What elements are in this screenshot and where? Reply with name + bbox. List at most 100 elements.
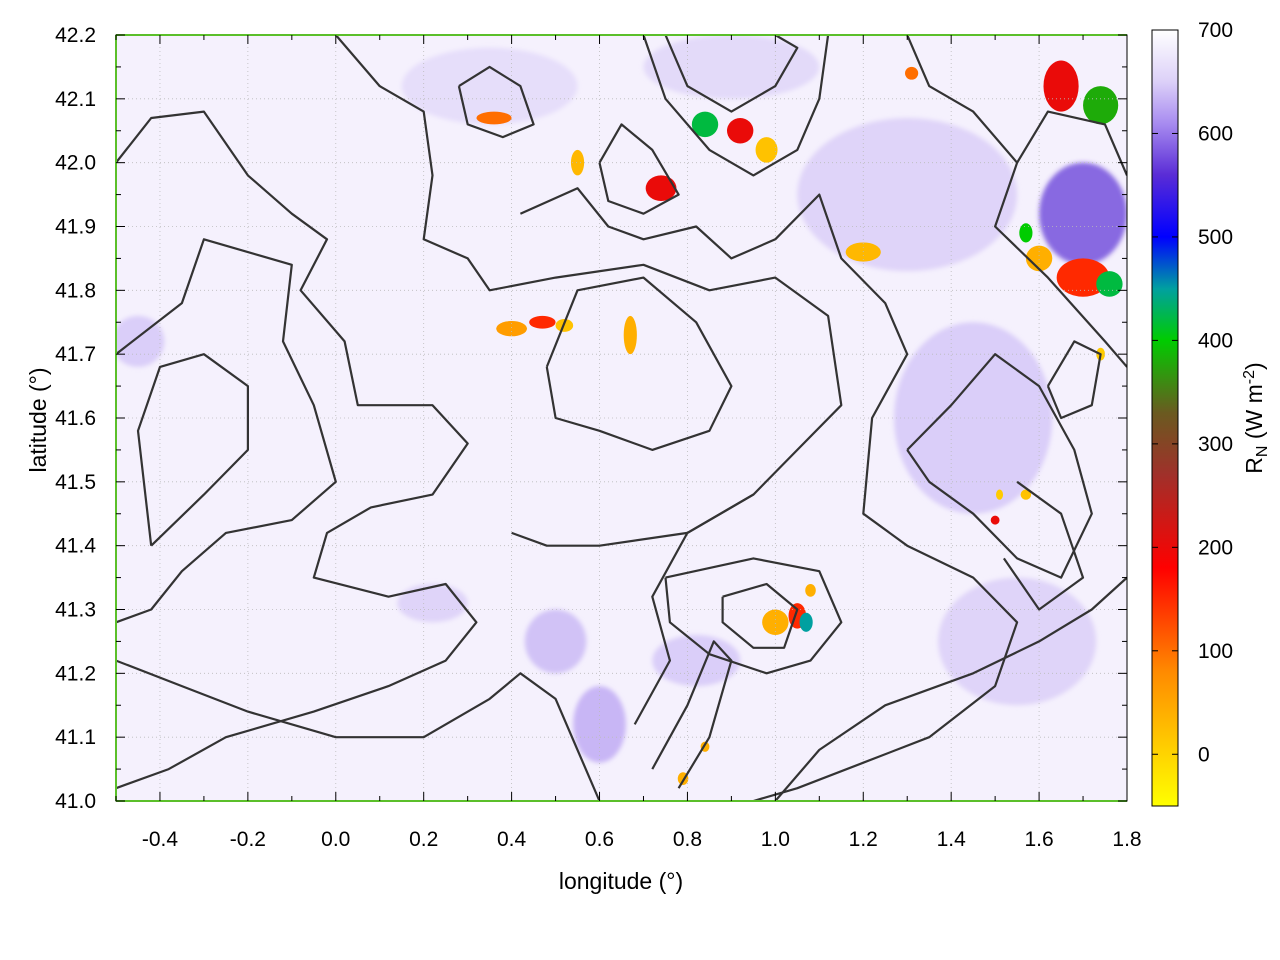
x-tick-label: 1.6 bbox=[1024, 828, 1053, 851]
heat-feature bbox=[1025, 245, 1053, 272]
colorbar-ticks: 0 100 200 300 400 500 600 700 bbox=[1152, 19, 1233, 766]
contour-line bbox=[116, 238, 337, 624]
heat-feature bbox=[691, 111, 719, 138]
x-tick-label: 0.6 bbox=[585, 828, 614, 851]
colorbar-tick-label: 0 bbox=[1198, 743, 1210, 766]
heat-feature bbox=[643, 35, 820, 99]
contour-line bbox=[664, 35, 799, 113]
x-tick-label: -0.2 bbox=[230, 828, 266, 851]
contour-line bbox=[651, 640, 733, 789]
contour-line bbox=[664, 557, 843, 675]
heat-feature bbox=[755, 137, 778, 163]
heat-feature bbox=[1083, 86, 1119, 125]
y-tick-label: 42.1 bbox=[55, 88, 96, 111]
y-tick-label: 41.6 bbox=[55, 407, 96, 430]
colorbar-label-unit-sup: -2 bbox=[1241, 370, 1258, 384]
colorbar-label: RN (W m-2) bbox=[1241, 362, 1271, 473]
y-tick-labels: 41.0 41.1 41.2 41.3 41.4 41.5 41.6 41.7 41.8 41.9… bbox=[55, 24, 96, 813]
heat-feature bbox=[1039, 162, 1127, 265]
y-tick-label: 41.0 bbox=[55, 790, 96, 813]
contour-line bbox=[116, 110, 478, 790]
heat-feature bbox=[645, 175, 677, 201]
contour-line bbox=[1046, 340, 1102, 420]
heat-feature bbox=[905, 66, 919, 80]
heat-feature bbox=[524, 609, 587, 674]
y-tick-label: 41.7 bbox=[55, 343, 96, 366]
x-tick-label: 1.8 bbox=[1112, 828, 1141, 851]
colorbar-tick-label: 400 bbox=[1198, 329, 1233, 352]
heat-feature bbox=[937, 577, 1097, 706]
heat-feature bbox=[401, 47, 578, 125]
heat-feature bbox=[397, 583, 468, 623]
contour-lines bbox=[116, 35, 1127, 801]
contour-line bbox=[906, 35, 1127, 368]
y-tick-label: 41.1 bbox=[55, 726, 96, 749]
colorbar-label-main: R bbox=[1241, 457, 1267, 474]
x-tick-label: 1.0 bbox=[761, 828, 790, 851]
heat-feature bbox=[894, 322, 1053, 514]
heat-feature bbox=[623, 315, 637, 355]
heat-feature bbox=[799, 612, 813, 632]
colorbar bbox=[1151, 29, 1179, 807]
contour-line bbox=[1016, 110, 1127, 176]
contour-line bbox=[519, 187, 1019, 801]
heat-feature bbox=[570, 149, 585, 176]
colorbar-tick-label: 200 bbox=[1198, 536, 1233, 559]
x-tick-labels: -0.4 -0.2 0.0 0.2 0.4 0.6 0.8 1.0 1.2 1.4 1.6 1.8 bbox=[142, 828, 1142, 851]
y-tick-label: 42.2 bbox=[55, 24, 96, 47]
heat-feature bbox=[496, 320, 527, 337]
contour-line bbox=[598, 123, 680, 215]
colorbar-tick-label: 300 bbox=[1198, 433, 1233, 456]
heat-feature bbox=[845, 242, 881, 262]
x-tick-label: -0.4 bbox=[142, 828, 179, 851]
heat-feature bbox=[573, 686, 626, 763]
y-tick-label: 42.0 bbox=[55, 152, 96, 175]
contour-line bbox=[642, 35, 830, 177]
colorbar-tick-label: 700 bbox=[1198, 19, 1233, 42]
y-tick-label: 41.3 bbox=[55, 599, 96, 622]
heat-feature bbox=[1020, 489, 1032, 500]
x-tick-label: 1.2 bbox=[849, 828, 878, 851]
x-axis-label: longitude (°) bbox=[559, 868, 683, 894]
heat-feature bbox=[1056, 258, 1110, 297]
heat-feature bbox=[529, 315, 556, 329]
contour-line bbox=[906, 353, 1093, 579]
colorbar-tick-label: 500 bbox=[1198, 226, 1233, 249]
contour-line bbox=[457, 65, 535, 139]
x-tick-label: 0.2 bbox=[409, 828, 438, 851]
heat-feature bbox=[1096, 271, 1123, 297]
colorbar-label-sub: N bbox=[1254, 446, 1271, 458]
heat-feature bbox=[805, 583, 816, 597]
x-tick-label: 0.0 bbox=[321, 828, 350, 851]
y-tick-label: 41.5 bbox=[55, 471, 96, 494]
y-axis-label: latitude (°) bbox=[25, 367, 51, 472]
colorbar-tick-label: 600 bbox=[1198, 122, 1233, 145]
heat-feature bbox=[990, 515, 1000, 525]
heat-feature bbox=[1019, 223, 1033, 243]
colorbar-label-unit-close: ) bbox=[1241, 362, 1267, 370]
y-tick-label: 41.4 bbox=[55, 535, 96, 558]
contour-line bbox=[136, 353, 249, 547]
heat-feature bbox=[797, 117, 1018, 272]
colorbar-label-unit: (W m bbox=[1241, 384, 1267, 445]
contour-line bbox=[1002, 480, 1085, 611]
contour-line bbox=[721, 582, 799, 649]
contour-line bbox=[774, 576, 1127, 801]
grid-lines bbox=[116, 35, 1127, 801]
heat-layer bbox=[116, 35, 1127, 801]
x-tick-label: 0.4 bbox=[497, 828, 527, 851]
heat-feature bbox=[726, 117, 754, 144]
y-tick-label: 41.2 bbox=[55, 662, 96, 685]
x-tick-label: 1.4 bbox=[937, 828, 967, 851]
y-tick-label: 41.8 bbox=[55, 279, 96, 302]
axis-ticks bbox=[115, 34, 1128, 802]
heat-feature bbox=[762, 609, 789, 636]
contour-line bbox=[116, 659, 601, 801]
colorbar-tick-label: 100 bbox=[1198, 640, 1233, 663]
heat-feature bbox=[996, 489, 1004, 500]
x-tick-label: 0.8 bbox=[673, 828, 702, 851]
contour-line bbox=[545, 276, 733, 451]
heat-feature bbox=[1043, 60, 1079, 112]
heat-feature bbox=[476, 111, 512, 125]
